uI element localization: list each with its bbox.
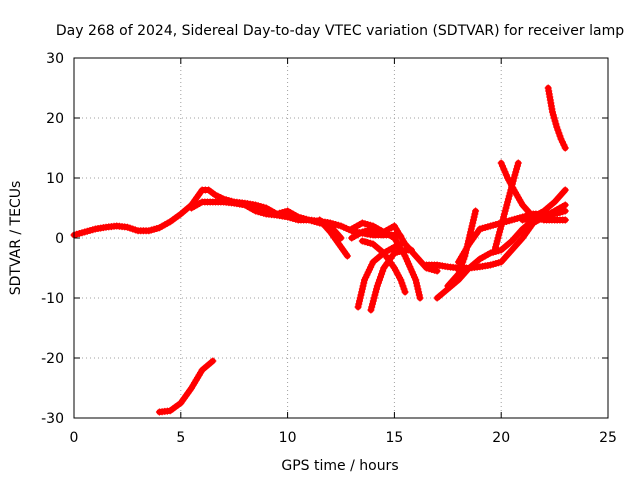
- series-markers: [155, 357, 217, 416]
- y-tick-label: 20: [46, 111, 64, 127]
- series-markers: [544, 84, 569, 152]
- y-axis-label: SDTVAR / TECUs: [8, 181, 24, 296]
- x-tick-label: 5: [176, 430, 185, 446]
- series-main-track: [70, 186, 405, 240]
- grid-lines: [74, 58, 608, 418]
- series-dip-d: [348, 219, 424, 302]
- data-marks: [70, 84, 569, 416]
- series-drop-track-a: [316, 216, 351, 260]
- x-tick-label: 20: [492, 430, 510, 446]
- y-tick-label: -30: [41, 411, 64, 427]
- y-tick-label: -10: [41, 291, 64, 307]
- y-tick-label: 0: [55, 231, 64, 247]
- series-spike-c: [519, 186, 569, 224]
- series-high-arc: [544, 84, 569, 152]
- series-markers: [316, 216, 351, 260]
- axis-ticks: 0 5 10 15 20 25 -30 -20 -10 0 10 20 30: [41, 51, 617, 446]
- y-tick-label: -20: [41, 351, 64, 367]
- series-markers: [519, 186, 569, 224]
- x-tick-label: 10: [279, 430, 297, 446]
- x-axis-label: GPS time / hours: [281, 458, 398, 474]
- chart-title: Day 268 of 2024, Sidereal Day-to-day VTE…: [56, 23, 624, 39]
- series-markers: [367, 246, 415, 314]
- y-tick-label: 10: [46, 171, 64, 187]
- x-tick-label: 25: [599, 430, 617, 446]
- series-low-arc: [155, 357, 217, 416]
- x-tick-label: 15: [385, 430, 403, 446]
- series-dip-c: [367, 246, 415, 314]
- x-tick-label: 0: [70, 430, 79, 446]
- y-tick-label: 30: [46, 51, 64, 67]
- series-markers: [70, 186, 405, 240]
